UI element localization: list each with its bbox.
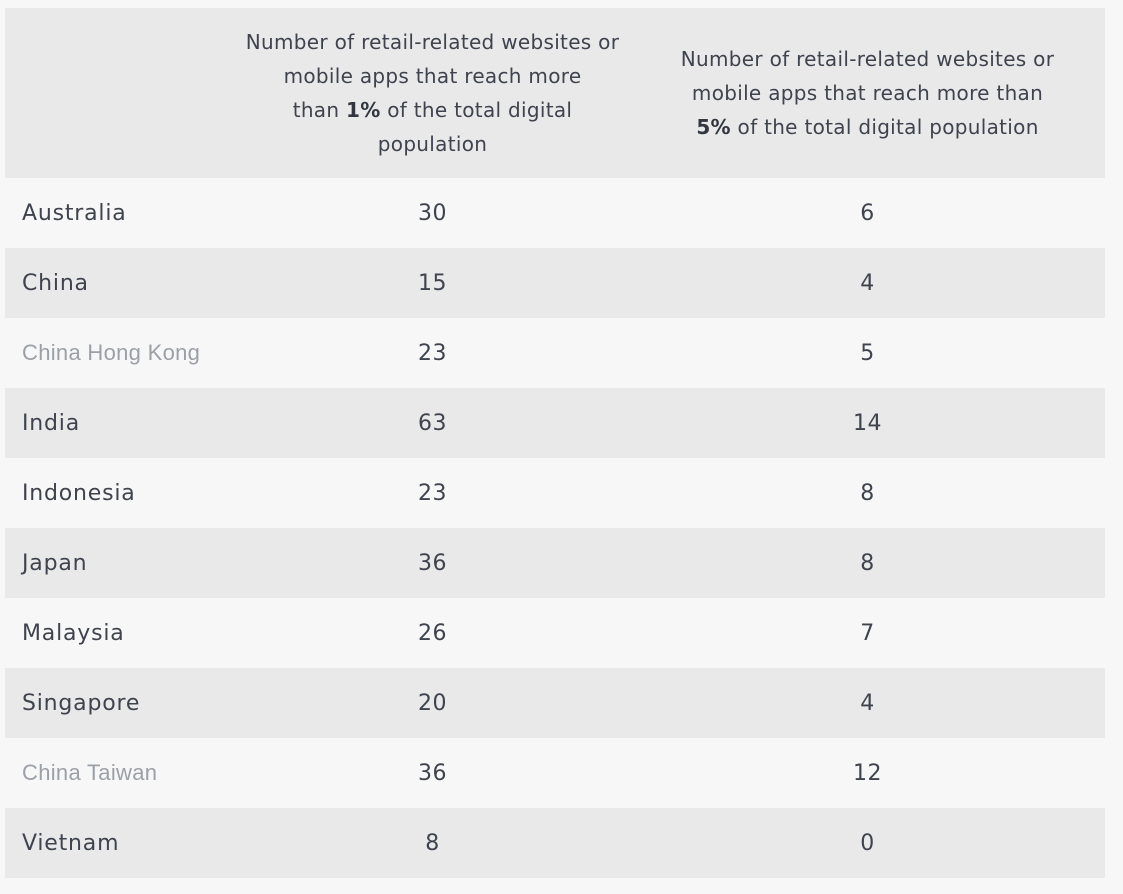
reach-5pct-value: 4 [860, 270, 875, 296]
table-row: India 63 14 [5, 388, 1105, 458]
header-1pct-bold: 1% [346, 98, 381, 122]
country-label: India [22, 410, 80, 436]
table-row: Indonesia 23 8 [5, 458, 1105, 528]
reach-1pct-value: 15 [418, 270, 447, 296]
header-1pct-line1: Number of retail-related websites or [245, 30, 620, 54]
header-1pct-line3-pre: than [292, 98, 346, 122]
header-5pct-line3-post: of the total digital population [730, 115, 1039, 139]
reach-1pct-value: 20 [418, 690, 447, 716]
reach-5pct-value: 0 [860, 830, 875, 856]
table-row: Australia 30 6 [5, 178, 1105, 248]
reach-5pct-value: 5 [860, 340, 875, 366]
reach-1pct-value: 8 [425, 830, 440, 856]
header-1pct-line4: population [377, 132, 488, 156]
header-5pct-line2: mobile apps that reach more than [691, 81, 1044, 105]
reach-1pct-value: 30 [418, 200, 447, 226]
country-label: China [22, 270, 89, 296]
reach-5pct-value: 8 [860, 480, 875, 506]
country-label: Indonesia [22, 480, 136, 506]
header-reach-1pct: Number of retail-related websites or mob… [235, 25, 630, 161]
reach-5pct-value: 12 [853, 760, 882, 786]
country-label: Vietnam [22, 830, 120, 856]
table-row: Japan 36 8 [5, 528, 1105, 598]
reach-5pct-value: 4 [860, 690, 875, 716]
header-reach-5pct: Number of retail-related websites or mob… [630, 42, 1105, 144]
reach-1pct-value: 36 [418, 760, 447, 786]
reach-1pct-value: 36 [418, 550, 447, 576]
table-row: China Hong Kong 23 5 [5, 318, 1105, 388]
table-row: China 15 4 [5, 248, 1105, 318]
reach-5pct-value: 14 [853, 410, 882, 436]
table-row: Vietnam 8 0 [5, 808, 1105, 878]
reach-1pct-value: 63 [418, 410, 447, 436]
country-label: Singapore [22, 690, 141, 716]
reach-5pct-value: 8 [860, 550, 875, 576]
reach-1pct-value: 23 [418, 340, 447, 366]
country-label: China Taiwan [22, 760, 158, 785]
table-row: Malaysia 26 7 [5, 598, 1105, 668]
reach-1pct-value: 26 [418, 620, 447, 646]
country-label: Japan [22, 550, 88, 576]
header-5pct-line1: Number of retail-related websites or [680, 47, 1055, 71]
retail-reach-table: Number of retail-related websites or mob… [5, 8, 1105, 878]
reach-5pct-value: 7 [860, 620, 875, 646]
table-row: China Taiwan 36 12 [5, 738, 1105, 808]
reach-1pct-value: 23 [418, 480, 447, 506]
header-1pct-line2: mobile apps that reach more [283, 64, 582, 88]
country-label: Australia [22, 200, 127, 226]
country-label: Malaysia [22, 620, 125, 646]
header-1pct-line3-post: of the total digital [380, 98, 573, 122]
table-row: Singapore 20 4 [5, 668, 1105, 738]
table-header: Number of retail-related websites or mob… [5, 8, 1105, 178]
header-5pct-bold: 5% [696, 115, 731, 139]
country-label: China Hong Kong [22, 340, 201, 365]
reach-5pct-value: 6 [860, 200, 875, 226]
